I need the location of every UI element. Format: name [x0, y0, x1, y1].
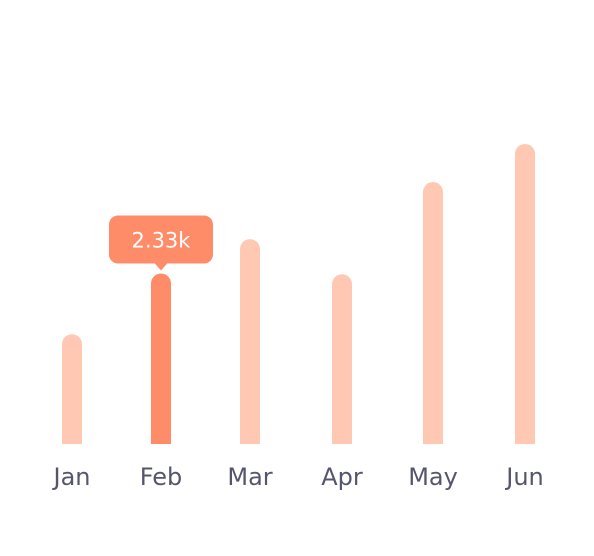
x-axis-labels: Jan Feb Mar Apr May Jun	[52, 463, 544, 491]
tooltip-value: 2.33k	[132, 229, 192, 253]
x-tick-label-jun: Jun	[504, 463, 544, 491]
bar-mar[interactable]	[240, 239, 260, 444]
x-tick-label-jan: Jan	[52, 463, 91, 491]
bar-feb[interactable]	[151, 273, 171, 444]
bar-may[interactable]	[423, 182, 443, 445]
bar-jun[interactable]	[515, 144, 535, 444]
x-tick-label-may: May	[408, 463, 458, 491]
bars-group	[62, 144, 535, 445]
x-tick-label-feb: Feb	[140, 463, 183, 491]
tooltip-pointer	[154, 262, 168, 271]
tooltip-box	[109, 215, 213, 264]
x-tick-label-apr: Apr	[321, 463, 363, 491]
tooltip: 2.33k	[109, 215, 213, 271]
x-tick-label-mar: Mar	[227, 463, 272, 491]
bar-apr[interactable]	[332, 274, 352, 444]
bar-jan[interactable]	[62, 334, 82, 444]
